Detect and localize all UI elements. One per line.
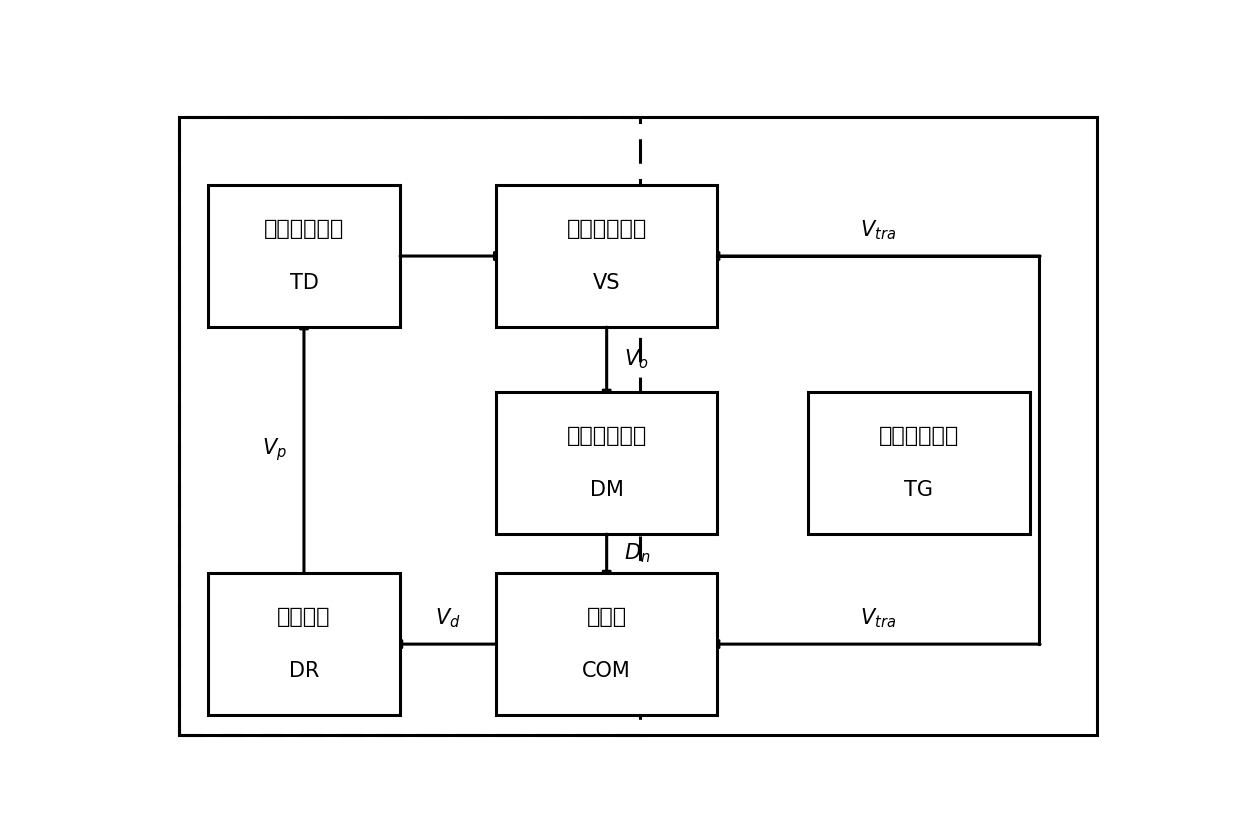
Text: DM: DM	[590, 480, 624, 500]
Bar	[496, 573, 717, 715]
Text: 驱动电路: 驱动电路	[278, 607, 331, 627]
Bar	[808, 391, 1029, 534]
Text: VS: VS	[593, 273, 620, 293]
Text: 占空比产生器: 占空比产生器	[567, 426, 647, 446]
Text: $V_d$: $V_d$	[435, 606, 461, 630]
Text: DR: DR	[289, 661, 319, 681]
Text: TD: TD	[289, 273, 319, 293]
Text: TG: TG	[904, 480, 934, 500]
Text: 升压型变换器: 升压型变换器	[264, 219, 343, 239]
Text: $V_p$: $V_p$	[262, 437, 286, 464]
Bar	[208, 185, 401, 327]
Bar	[179, 117, 640, 735]
Bar	[496, 185, 717, 327]
Text: $V_{tra}$: $V_{tra}$	[861, 218, 897, 242]
Text: COM: COM	[583, 661, 631, 681]
Bar	[208, 573, 401, 715]
Text: 比较器: 比较器	[587, 607, 626, 627]
Text: $V_o$: $V_o$	[624, 348, 649, 371]
Text: 三角波产生器: 三角波产生器	[879, 426, 959, 446]
Text: $V_{tra}$: $V_{tra}$	[861, 606, 897, 630]
Text: 电压检测电路: 电压检测电路	[567, 219, 647, 239]
Bar	[496, 391, 717, 534]
Text: $D_n$: $D_n$	[624, 542, 650, 565]
